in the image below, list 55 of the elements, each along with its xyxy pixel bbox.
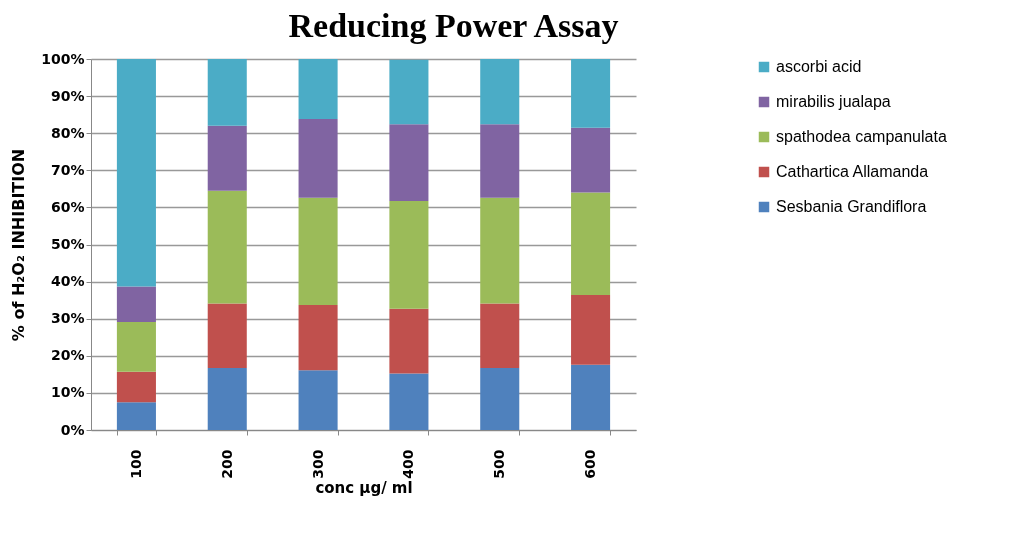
bar bbox=[298, 59, 338, 120]
x-tick-label: 300 bbox=[309, 449, 326, 479]
y-tick-label: 70% bbox=[50, 161, 85, 178]
bar bbox=[298, 197, 338, 305]
bar bbox=[389, 308, 429, 374]
bar bbox=[480, 368, 520, 430]
bar bbox=[207, 303, 247, 369]
bar bbox=[389, 373, 429, 430]
y-tick-label: 40% bbox=[50, 273, 85, 290]
bar bbox=[298, 370, 338, 430]
bar bbox=[116, 322, 156, 372]
bar bbox=[571, 294, 611, 365]
bar bbox=[116, 59, 156, 287]
bar bbox=[571, 59, 611, 128]
bar bbox=[116, 371, 156, 403]
y-axis-title: % of H₂O₂ INHIBITION bbox=[9, 148, 29, 342]
bar bbox=[480, 197, 520, 304]
legend-label: mirabilis jualapa bbox=[776, 93, 891, 110]
x-tick-label: 200 bbox=[218, 449, 235, 479]
y-tick-label: 60% bbox=[50, 198, 85, 215]
x-tick-label: 600 bbox=[582, 449, 599, 479]
bar bbox=[207, 59, 247, 126]
y-tick-label: 0% bbox=[60, 421, 85, 438]
bar bbox=[389, 124, 429, 202]
bar bbox=[571, 364, 611, 430]
y-tick-label: 100% bbox=[41, 50, 85, 67]
x-tick-label: 100 bbox=[127, 449, 144, 479]
bar bbox=[207, 125, 247, 191]
legend-label: Sesbania Grandiflora bbox=[776, 198, 927, 215]
bar bbox=[389, 59, 429, 125]
chart-title: Reducing Power Assay bbox=[288, 7, 619, 44]
x-tick-label: 400 bbox=[400, 449, 417, 479]
y-tick-label: 50% bbox=[50, 236, 85, 252]
bar bbox=[207, 190, 247, 304]
x-tick-label: 500 bbox=[491, 449, 508, 479]
bar bbox=[116, 402, 156, 430]
bar bbox=[480, 59, 520, 125]
bar bbox=[116, 286, 156, 323]
y-tick-label: 90% bbox=[50, 87, 85, 104]
x-axis-title: conc μg/ ml bbox=[315, 478, 413, 497]
bar bbox=[207, 368, 247, 430]
y-tick-label: 30% bbox=[50, 310, 85, 327]
bar bbox=[298, 304, 338, 371]
y-tick-label: 10% bbox=[50, 384, 85, 401]
y-tick-label: 80% bbox=[50, 124, 85, 141]
bar bbox=[571, 127, 611, 193]
bar bbox=[480, 303, 520, 369]
legend-label: Cathartica Allamanda bbox=[776, 163, 929, 180]
bar bbox=[298, 119, 338, 198]
bar bbox=[389, 201, 429, 309]
legend-label: spathodea campanulata bbox=[776, 128, 947, 145]
bar bbox=[480, 124, 520, 198]
legend-label: ascorbi acid bbox=[776, 58, 862, 75]
y-tick-label: 20% bbox=[50, 347, 85, 364]
bar bbox=[571, 192, 611, 295]
